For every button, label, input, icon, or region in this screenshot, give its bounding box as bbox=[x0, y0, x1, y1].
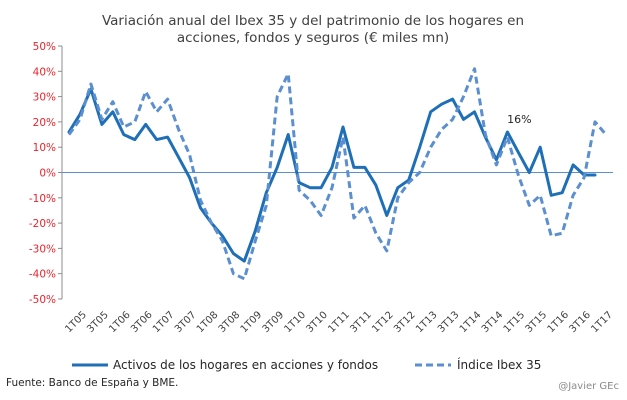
y-tick-label: 30% bbox=[33, 92, 56, 104]
source-note: Fuente: Banco de España y BME. bbox=[6, 377, 179, 389]
chart-title-line-2: acciones, fondos y seguros (€ miles mn) bbox=[177, 30, 449, 46]
x-tick-label: 3T07 bbox=[173, 310, 199, 336]
x-tick-label: 3T13 bbox=[436, 310, 462, 336]
series-line-activos bbox=[67, 87, 597, 263]
y-tick-label: -10% bbox=[29, 193, 56, 205]
x-tick-label: 3T14 bbox=[480, 310, 506, 336]
y-tick-label: -30% bbox=[29, 243, 56, 255]
x-tick-label: 1T06 bbox=[107, 310, 133, 336]
x-tick-label: 1T16 bbox=[546, 310, 572, 336]
y-tick-label: 20% bbox=[33, 117, 56, 129]
x-tick-label: 3T06 bbox=[129, 310, 155, 336]
x-tick-label: 1T13 bbox=[414, 310, 440, 336]
x-tick-label: 1T10 bbox=[283, 310, 309, 336]
y-tick-label: 10% bbox=[33, 142, 56, 154]
x-tick-label: 3T10 bbox=[304, 310, 330, 336]
legend-label-activos: Activos de los hogares en acciones y fon… bbox=[113, 358, 378, 372]
x-tick-label: 3T05 bbox=[85, 310, 111, 336]
data-label-annotation: 16% bbox=[507, 113, 531, 126]
x-tick-label: 3T09 bbox=[261, 310, 287, 336]
x-tick-label: 3T12 bbox=[392, 310, 418, 336]
series-line-ibex bbox=[67, 67, 608, 281]
x-tick-label: 3T11 bbox=[348, 310, 374, 336]
y-tick-label: -20% bbox=[29, 218, 56, 230]
y-tick-label: 50% bbox=[33, 41, 56, 53]
author-credit: @Javier GEc bbox=[558, 381, 619, 392]
legend-label-ibex: Índice Ibex 35 bbox=[457, 357, 541, 372]
y-tick-label: 0% bbox=[39, 168, 56, 180]
x-tick-label: 3T08 bbox=[217, 310, 243, 336]
x-tick-label: 1T07 bbox=[151, 310, 177, 336]
x-tick-label: 1T14 bbox=[458, 310, 484, 336]
chart-title-line-1: Variación anual del Ibex 35 y del patrim… bbox=[102, 13, 524, 29]
x-tick-label: 3T15 bbox=[524, 310, 550, 336]
x-tick-label: 1T08 bbox=[195, 310, 221, 336]
x-tick-label: 1T12 bbox=[370, 310, 396, 336]
x-tick-label: 1T11 bbox=[326, 310, 352, 336]
y-tick-label: -50% bbox=[29, 294, 56, 306]
x-tick-label: 1T05 bbox=[63, 310, 89, 336]
y-tick-label: -40% bbox=[29, 269, 56, 281]
series-layer: 16% bbox=[67, 67, 608, 281]
legend: Activos de los hogares en acciones y fon… bbox=[72, 357, 541, 372]
x-tick-label: 1T09 bbox=[239, 310, 265, 336]
x-tick-label: 3T16 bbox=[567, 310, 593, 336]
x-tick-label: 1T17 bbox=[589, 310, 615, 336]
y-tick-label: 40% bbox=[33, 66, 56, 78]
x-tick-label: 1T15 bbox=[502, 310, 528, 336]
